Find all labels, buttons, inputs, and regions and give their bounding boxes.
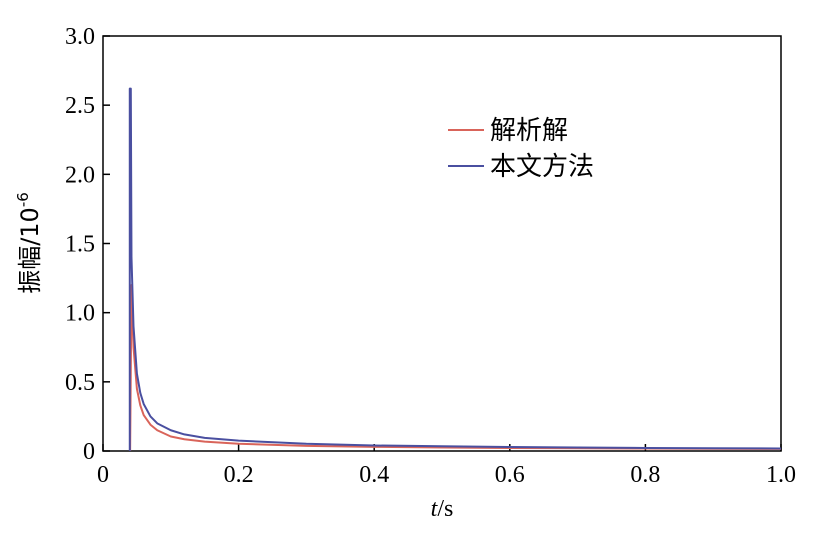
x-axis-unit: /s: [437, 496, 453, 522]
y-tick-label: 2.5: [65, 93, 95, 119]
x-tick-label: 0.2: [224, 462, 254, 488]
y-tick-label: 0: [83, 439, 95, 465]
y-axis-superscript: -6: [14, 192, 32, 207]
x-tick-label: 0.8: [630, 462, 660, 488]
y-tick-label: 1.5: [65, 232, 95, 258]
y-tick-label: 3.0: [65, 24, 95, 50]
legend-label-1: 本文方法: [490, 152, 594, 182]
x-tick-label: 0.4: [359, 462, 389, 488]
y-axis-label: 振幅/10: [16, 207, 44, 294]
x-axis-var: t: [431, 496, 439, 522]
legend-label-0: 解析解: [490, 116, 568, 146]
x-tick-label: 1.0: [766, 462, 796, 488]
plot-frame: [102, 35, 782, 452]
y-tick-label: 2.0: [65, 162, 95, 188]
y-tick-label: 0.5: [65, 370, 95, 396]
y-tick-label: 1.0: [65, 301, 95, 327]
y-axis-title: 振幅/10-6: [14, 192, 44, 294]
series-line-0: [129, 284, 782, 452]
series-line-1: [128, 87, 782, 451]
x-axis-title: t/s: [431, 496, 454, 522]
x-tick-label: 0: [97, 462, 109, 488]
x-tick-label: 0.6: [495, 462, 525, 488]
